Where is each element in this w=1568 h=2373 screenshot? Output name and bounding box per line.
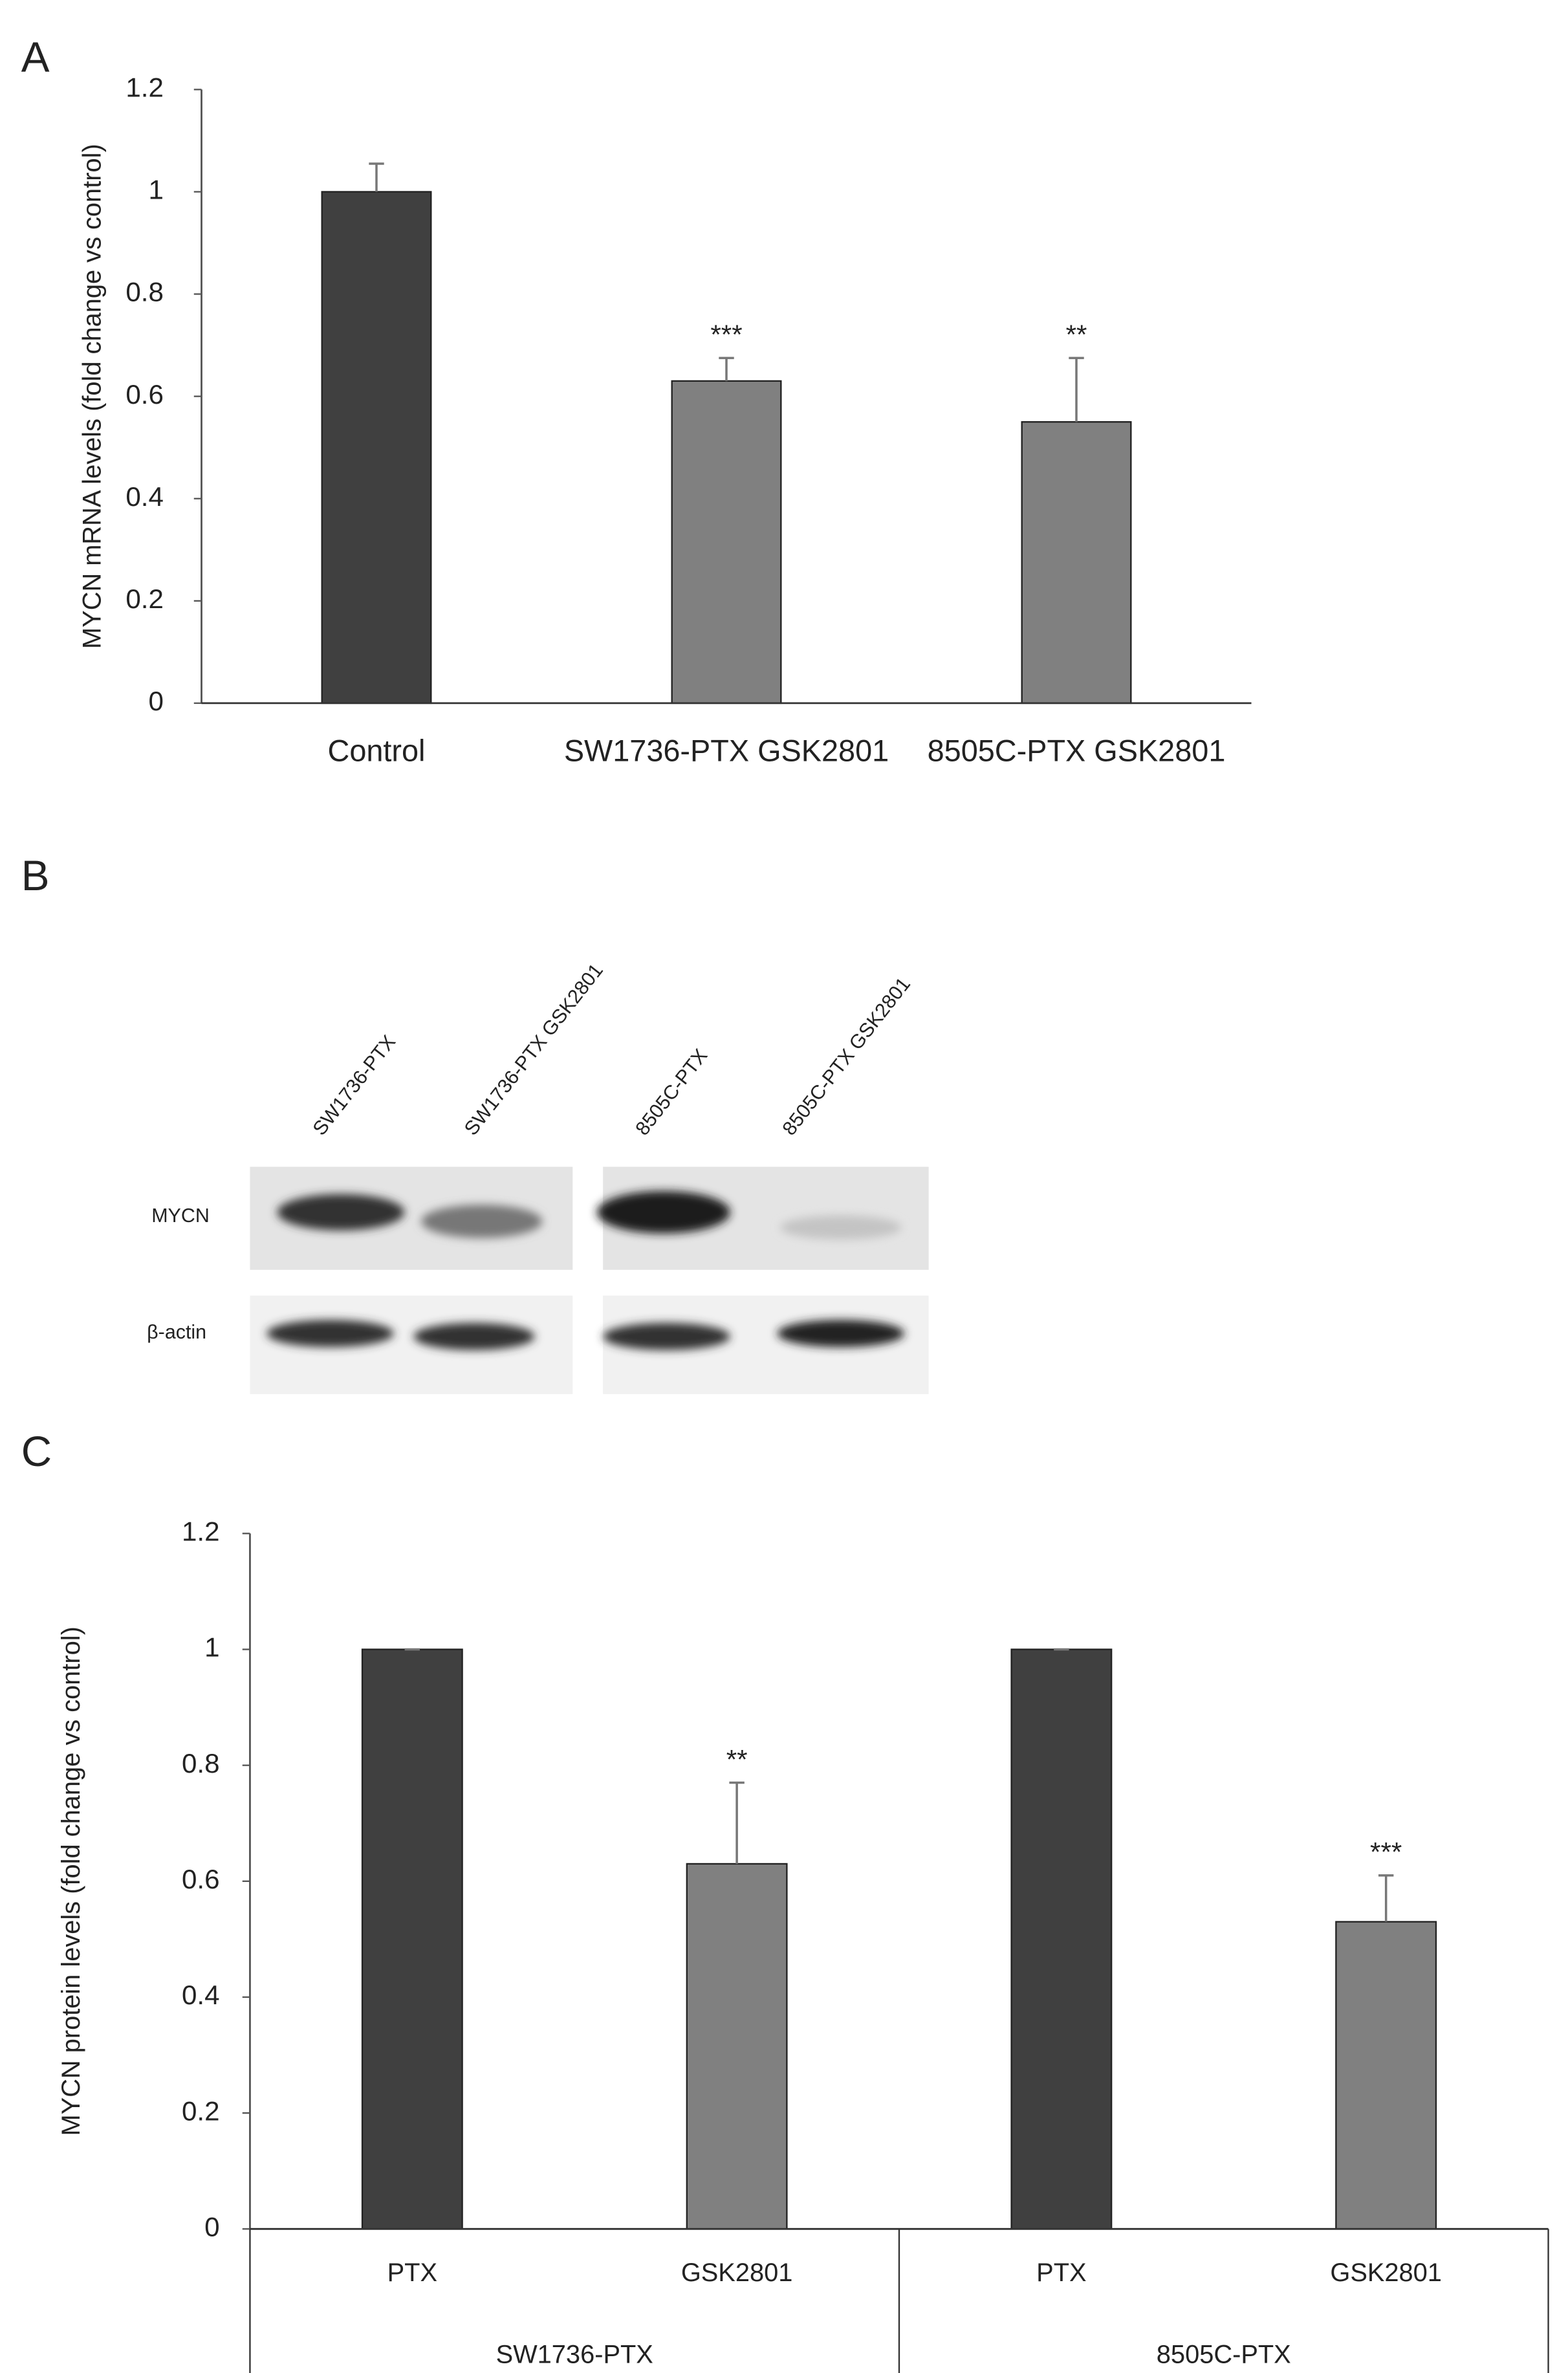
bar	[361, 1648, 463, 2230]
row-label: MYCN	[151, 1205, 210, 1227]
bar	[686, 1863, 788, 2230]
significance: ***	[710, 320, 742, 350]
y-tick-label: 1.2	[182, 1516, 220, 1546]
y-axis-label: MYCN mRNA levels (fold change vs control…	[78, 144, 107, 649]
x-tick-label: SW1736-PTX GSK2801	[564, 734, 889, 768]
y-tick-label: 0.6	[182, 1864, 220, 1894]
y-tick-label: 1	[149, 175, 164, 205]
y-tick-label: 0.4	[125, 481, 164, 512]
band	[413, 1322, 535, 1350]
significance: ***	[1370, 1837, 1402, 1867]
panel-label: C	[21, 1428, 52, 1475]
bar	[1021, 421, 1132, 705]
y-tick-label: 0.6	[125, 379, 164, 410]
x-tick-label: Control	[328, 734, 426, 768]
lane-label: SW1736-PTX GSK2801	[460, 959, 607, 1139]
x-tick-label: GSK2801	[1330, 2258, 1442, 2287]
lane-label: SW1736-PTX	[309, 1031, 400, 1140]
y-tick-label: 1	[204, 1632, 219, 1663]
y-tick-label: 0.8	[125, 277, 164, 307]
band	[780, 1215, 902, 1240]
y-axis-label: MYCN protein levels (fold change vs cont…	[57, 1626, 85, 2136]
band	[777, 1320, 905, 1348]
band	[421, 1205, 543, 1238]
lane-label: 8505C-PTX GSK2801	[778, 973, 915, 1139]
band	[267, 1320, 394, 1348]
blot-panel: B MYCN β-actin	[21, 852, 929, 1394]
band	[596, 1191, 730, 1234]
bar	[671, 380, 782, 705]
bar	[1010, 1648, 1113, 2230]
x-tick-label: 8505C-PTX GSK2801	[928, 734, 1226, 768]
band	[277, 1194, 405, 1230]
y-tick-label: 0.2	[182, 2095, 220, 2126]
lane-label: 8505C-PTX	[631, 1045, 712, 1139]
significance: **	[726, 1744, 748, 1775]
bar	[1335, 1921, 1437, 2230]
y-tick-label: 0.8	[182, 1748, 220, 1778]
x-tick-label: PTX	[387, 2258, 437, 2287]
y-tick-label: 0.4	[182, 1980, 220, 2010]
x-tick-label: GSK2801	[681, 2258, 793, 2287]
y-tick-label: 0.2	[125, 584, 164, 614]
y-tick-label: 0	[149, 686, 164, 716]
y-tick-label: 1.2	[125, 72, 164, 103]
group-label: SW1736-PTX	[496, 2341, 653, 2369]
group-label: 8505C-PTX	[1157, 2341, 1291, 2369]
band	[603, 1322, 730, 1350]
row-label: β-actin	[147, 1321, 206, 1343]
x-tick-label: PTX	[1036, 2258, 1086, 2287]
panel-label: A	[21, 34, 50, 81]
significance: **	[1066, 320, 1087, 350]
y-tick-label: 0	[204, 2211, 219, 2242]
bar	[321, 191, 432, 705]
panel-label: B	[21, 852, 50, 899]
